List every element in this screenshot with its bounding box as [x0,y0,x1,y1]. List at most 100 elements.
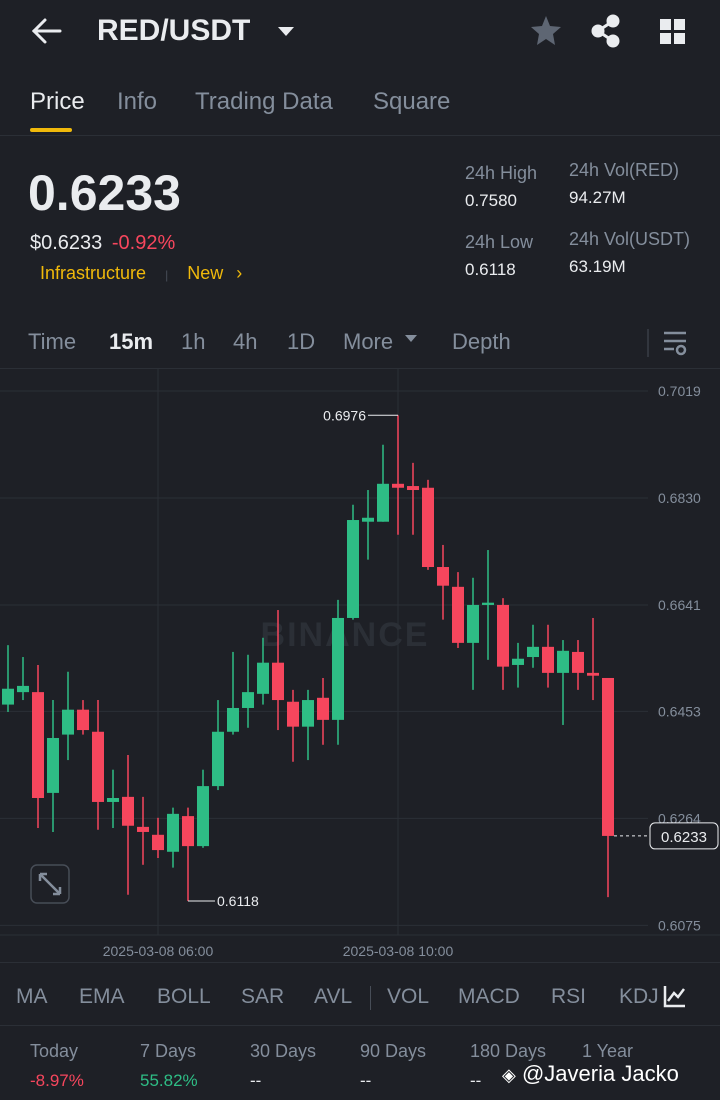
stat-value: 0.7580 [465,191,517,210]
indicator-tab[interactable]: VOL [387,985,430,1008]
candle-body [47,737,59,793]
period-label: Today [30,1041,79,1061]
candle-body [332,617,344,720]
y-tick-label: 0.6453 [658,703,701,719]
tag[interactable]: Infrastructure [40,263,147,283]
candle-body [512,658,524,665]
back-button[interactable] [31,18,62,44]
fullscreen-button[interactable] [30,864,70,904]
candle-body [62,709,74,735]
period-label: 180 Days [470,1041,547,1061]
y-tick-label: 0.6075 [658,917,701,933]
candlestick-chart: BINANCE 0.7019 0.6830 0.6641 0.6453 0.6264 0.6… [0,368,720,959]
indicator-tab[interactable]: KDJ [619,985,659,1008]
grid-icon[interactable] [660,19,685,44]
candle-body [347,520,359,618]
candle-body [242,692,254,708]
candle-body [362,517,374,522]
candle-body [557,650,569,673]
candle-body [302,700,314,727]
timeframe-tab[interactable]: 4h [233,329,258,354]
indicator-tab[interactable]: RSI [551,985,587,1008]
tab[interactable]: Trading Data [195,88,333,115]
divider [0,962,720,963]
indicator-tab[interactable]: AVL [314,985,353,1008]
stat-value: 63.19M [569,257,626,276]
pair-dropdown[interactable] [278,27,294,36]
pair-title: RED/USDT [97,14,251,47]
period-value: -8.97% [30,1071,84,1090]
period-label: 90 Days [360,1041,427,1061]
indicator-tab[interactable]: EMA [79,985,125,1008]
tab[interactable]: Square [373,88,451,115]
current-price-box [649,822,719,850]
candle-body [182,816,194,847]
last-price: 0.6233 [28,165,181,221]
separator [370,986,371,1010]
candle-body [197,786,209,847]
tag[interactable]: New [187,263,224,283]
candle-body [497,604,509,667]
candle-body [2,688,14,705]
x-tick-label: 2025-03-08 10:00 [343,943,454,959]
indicator-tab[interactable]: BOLL [157,985,211,1008]
indicator-settings[interactable] [660,982,690,1012]
tags: Infrastructure | New › [40,263,242,284]
candle-body [482,602,494,605]
divider [0,135,720,136]
timeframe-tab[interactable]: 15m [109,329,154,354]
low-annotation: 0.6118 [217,893,259,909]
candle-body [167,813,179,852]
watermark: BINANCE [261,616,430,654]
candle-body [452,586,464,643]
stat-label: 24h High [465,163,538,183]
current-price-label: 0.6233 [661,829,707,846]
price-change: -0.92% [111,232,176,254]
timeframe-tab[interactable]: 1D [287,329,316,354]
timeframe-tab[interactable]: Depth [452,329,511,354]
candle-body [527,646,539,658]
chart-settings[interactable] [640,325,720,361]
stat-label: 24h Vol(RED) [569,160,680,180]
timeframe-tab[interactable]: 1h [181,329,206,354]
candle-body [287,701,299,727]
indicator-tab[interactable]: SAR [241,985,285,1008]
candle-body [542,646,554,673]
tab[interactable]: Price [30,88,85,115]
candle-body [407,486,419,491]
period-label: 1 Year [582,1041,634,1061]
price-usd: $0.6233 -0.92% [30,232,175,255]
credit: ◈ @Javeria Jacko [502,1061,679,1087]
indicator-tab[interactable]: MA [16,985,48,1008]
candle-body [92,731,104,802]
stat-value: 94.27M [569,188,626,207]
candle-body [107,797,119,802]
timeframe-tab[interactable]: More [343,329,417,355]
candle-body [77,709,89,731]
candle-body [227,707,239,732]
indicator-tab[interactable]: MACD [458,985,520,1008]
tab[interactable]: Info [117,88,158,115]
candle-body [422,487,434,568]
candle-body [317,697,329,720]
usd-price: $0.6233 [30,232,103,254]
candle-body [587,672,599,676]
timeframe-tab[interactable]: Time [28,329,77,354]
period-value: -- [470,1071,482,1090]
candle-body [392,483,404,488]
candle-body [467,604,479,643]
high-annotation: 0.6976 [323,407,366,423]
candle-body [212,731,224,787]
y-tick-label: 0.6830 [658,490,701,506]
candle-body [377,483,389,522]
favorite-icon[interactable] [531,16,561,45]
share-icon[interactable] [591,14,620,48]
candle-body [602,677,614,836]
stat-label: 24h Vol(USDT) [569,229,691,249]
period-value: 55.82% [140,1071,198,1090]
period-label: 30 Days [250,1041,317,1061]
divider [0,1025,720,1026]
period-value: -- [360,1071,372,1090]
candle-body [152,834,164,851]
